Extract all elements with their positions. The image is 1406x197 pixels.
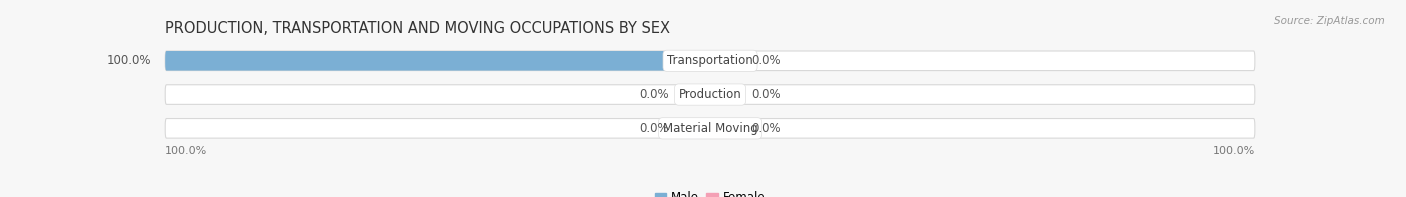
Text: 0.0%: 0.0% [640, 122, 669, 135]
FancyBboxPatch shape [166, 51, 1256, 71]
Text: 100.0%: 100.0% [166, 146, 208, 156]
Text: Production: Production [679, 88, 741, 101]
Text: 0.0%: 0.0% [751, 88, 780, 101]
Text: PRODUCTION, TRANSPORTATION AND MOVING OCCUPATIONS BY SEX: PRODUCTION, TRANSPORTATION AND MOVING OC… [166, 21, 671, 36]
Text: 0.0%: 0.0% [751, 54, 780, 67]
Text: Source: ZipAtlas.com: Source: ZipAtlas.com [1274, 16, 1385, 26]
FancyBboxPatch shape [710, 85, 737, 104]
FancyBboxPatch shape [166, 51, 710, 71]
FancyBboxPatch shape [683, 119, 710, 138]
FancyBboxPatch shape [710, 119, 737, 138]
Text: 0.0%: 0.0% [640, 88, 669, 101]
Text: Transportation: Transportation [668, 54, 752, 67]
FancyBboxPatch shape [166, 85, 1256, 104]
FancyBboxPatch shape [166, 119, 1256, 138]
Text: 100.0%: 100.0% [1212, 146, 1256, 156]
Text: 100.0%: 100.0% [107, 54, 152, 67]
Legend: Male, Female: Male, Female [650, 187, 770, 197]
FancyBboxPatch shape [683, 85, 710, 104]
Text: 0.0%: 0.0% [751, 122, 780, 135]
FancyBboxPatch shape [710, 51, 737, 71]
Text: Material Moving: Material Moving [662, 122, 758, 135]
